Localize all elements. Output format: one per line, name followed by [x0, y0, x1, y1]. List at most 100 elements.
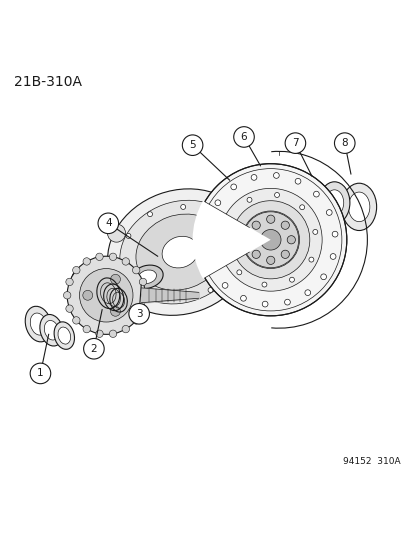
Circle shape	[223, 245, 228, 250]
Circle shape	[252, 250, 260, 259]
Ellipse shape	[70, 267, 113, 332]
Circle shape	[66, 305, 73, 312]
Circle shape	[233, 127, 254, 147]
Circle shape	[66, 278, 73, 286]
Text: 5: 5	[189, 140, 195, 150]
Circle shape	[107, 224, 125, 242]
Circle shape	[174, 295, 179, 300]
Circle shape	[299, 205, 304, 209]
Circle shape	[261, 301, 267, 307]
Text: 2: 2	[90, 344, 97, 354]
Circle shape	[95, 253, 103, 261]
Ellipse shape	[90, 278, 100, 290]
Circle shape	[139, 305, 146, 312]
Circle shape	[240, 295, 246, 301]
Ellipse shape	[54, 322, 74, 349]
Text: 8: 8	[341, 138, 347, 148]
Circle shape	[247, 197, 252, 203]
Ellipse shape	[58, 327, 71, 344]
Circle shape	[245, 236, 254, 244]
Circle shape	[110, 274, 120, 284]
Circle shape	[83, 258, 90, 265]
Text: 21B-310A: 21B-310A	[14, 75, 81, 90]
Circle shape	[83, 326, 90, 333]
Circle shape	[229, 266, 234, 271]
Circle shape	[284, 299, 290, 305]
Circle shape	[110, 306, 120, 316]
Circle shape	[304, 290, 310, 295]
Circle shape	[203, 243, 209, 248]
Circle shape	[261, 282, 266, 287]
Circle shape	[132, 266, 140, 274]
Ellipse shape	[325, 190, 343, 216]
Circle shape	[139, 278, 146, 286]
Circle shape	[280, 250, 289, 259]
Ellipse shape	[44, 320, 59, 340]
Circle shape	[30, 363, 51, 384]
Circle shape	[180, 205, 185, 209]
Circle shape	[109, 330, 116, 337]
Circle shape	[182, 135, 202, 156]
Circle shape	[63, 292, 71, 299]
Circle shape	[222, 282, 228, 288]
Circle shape	[72, 317, 80, 324]
Circle shape	[205, 220, 211, 226]
Circle shape	[72, 266, 80, 274]
Text: 1: 1	[37, 368, 44, 378]
Circle shape	[132, 317, 140, 324]
Ellipse shape	[107, 189, 252, 316]
Circle shape	[83, 290, 93, 300]
Ellipse shape	[97, 298, 106, 311]
Ellipse shape	[162, 236, 198, 268]
Text: 94152  310A: 94152 310A	[342, 457, 399, 466]
Circle shape	[236, 270, 241, 275]
Circle shape	[122, 326, 129, 333]
Circle shape	[227, 217, 232, 222]
Ellipse shape	[96, 286, 106, 299]
Circle shape	[194, 164, 346, 316]
Circle shape	[142, 285, 147, 290]
Circle shape	[312, 229, 317, 235]
Circle shape	[266, 215, 274, 223]
Circle shape	[274, 192, 279, 197]
Circle shape	[289, 277, 294, 282]
Circle shape	[83, 338, 104, 359]
Circle shape	[230, 184, 236, 190]
Circle shape	[260, 230, 280, 250]
Circle shape	[251, 174, 256, 180]
Circle shape	[214, 200, 220, 206]
Circle shape	[219, 188, 321, 291]
Circle shape	[287, 236, 295, 244]
Ellipse shape	[318, 182, 349, 224]
Circle shape	[126, 233, 131, 238]
Circle shape	[325, 209, 331, 215]
Circle shape	[273, 173, 279, 179]
Circle shape	[320, 274, 326, 280]
Circle shape	[79, 269, 133, 322]
Ellipse shape	[119, 200, 240, 304]
Circle shape	[231, 201, 309, 279]
Circle shape	[231, 238, 236, 243]
Circle shape	[209, 264, 215, 270]
Text: 7: 7	[292, 138, 298, 148]
Circle shape	[308, 257, 313, 262]
Circle shape	[128, 303, 149, 324]
Circle shape	[334, 133, 354, 154]
Circle shape	[147, 212, 152, 216]
Circle shape	[313, 191, 318, 197]
Ellipse shape	[138, 270, 156, 284]
Text: 3: 3	[135, 309, 142, 319]
Ellipse shape	[131, 265, 163, 288]
Circle shape	[141, 292, 149, 299]
Circle shape	[280, 221, 289, 229]
Circle shape	[252, 221, 260, 229]
Ellipse shape	[25, 306, 52, 342]
Circle shape	[331, 231, 337, 237]
Circle shape	[294, 179, 300, 184]
Circle shape	[241, 211, 299, 269]
Circle shape	[109, 253, 116, 261]
Circle shape	[208, 288, 212, 293]
Text: 4: 4	[105, 219, 112, 228]
Ellipse shape	[341, 183, 376, 230]
Ellipse shape	[40, 314, 63, 346]
